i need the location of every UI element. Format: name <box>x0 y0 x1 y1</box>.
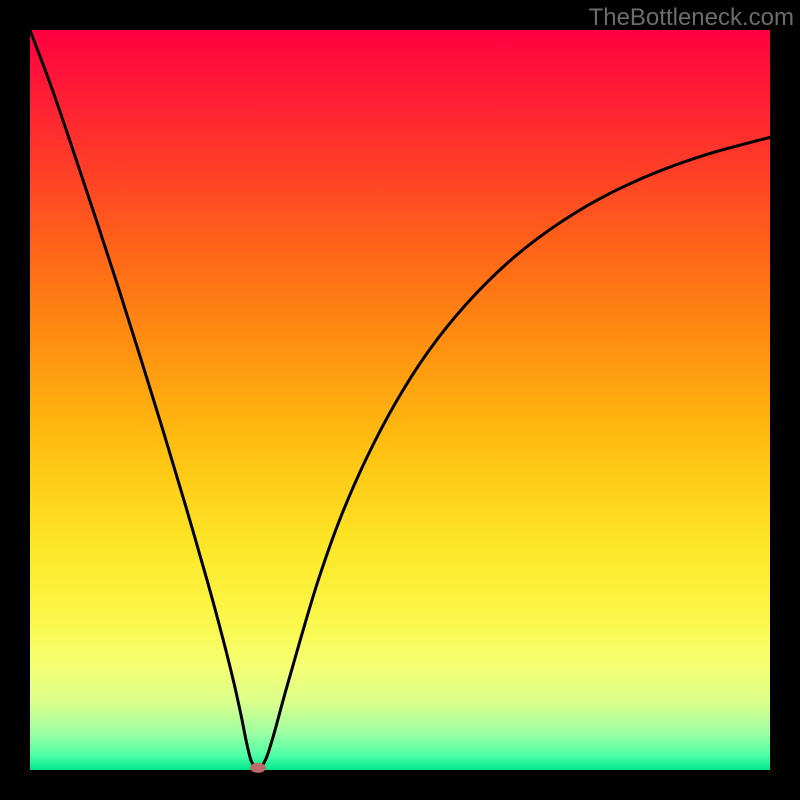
minimum-marker <box>250 763 266 773</box>
bottleneck-chart: TheBottleneck.com <box>0 0 800 800</box>
bottleneck-curve <box>0 0 800 800</box>
watermark-text: TheBottleneck.com <box>589 4 794 32</box>
